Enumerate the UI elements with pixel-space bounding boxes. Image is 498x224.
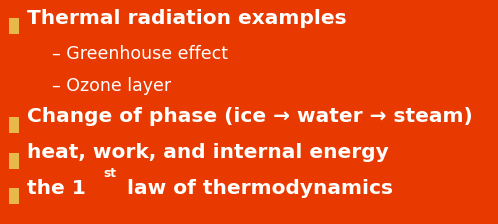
Text: st: st: [103, 167, 116, 180]
Text: heat, work, and internal energy: heat, work, and internal energy: [27, 143, 389, 162]
Text: – Greenhouse effect: – Greenhouse effect: [52, 45, 228, 63]
Text: the 1: the 1: [27, 179, 86, 198]
FancyBboxPatch shape: [9, 117, 19, 133]
FancyBboxPatch shape: [9, 18, 19, 34]
Text: Thermal radiation examples: Thermal radiation examples: [27, 9, 347, 28]
FancyBboxPatch shape: [9, 188, 19, 204]
FancyBboxPatch shape: [9, 153, 19, 168]
Text: Change of phase (ice → water → steam): Change of phase (ice → water → steam): [27, 107, 473, 126]
Text: – Ozone layer: – Ozone layer: [52, 77, 171, 95]
Text: law of thermodynamics: law of thermodynamics: [120, 179, 393, 198]
